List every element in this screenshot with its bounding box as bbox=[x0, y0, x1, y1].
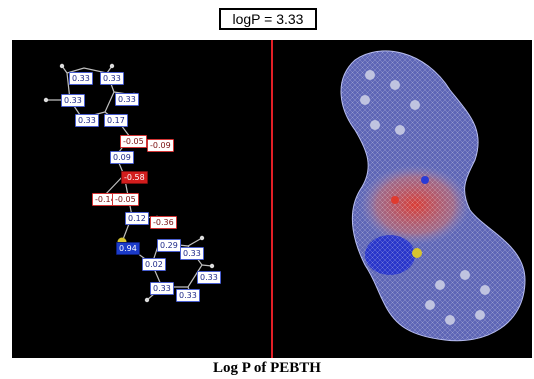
charge-label: -0.09 bbox=[147, 139, 174, 152]
charge-label: 0.33 bbox=[150, 282, 174, 295]
charge-label: 0.12 bbox=[125, 212, 149, 225]
charge-label: 0.33 bbox=[75, 114, 99, 127]
logp-value-box: logP = 3.33 bbox=[219, 8, 317, 30]
charge-label: 0.33 bbox=[61, 94, 85, 107]
charge-label: 0.02 bbox=[142, 258, 166, 271]
charge-label: 0.17 bbox=[104, 114, 128, 127]
charge-label: 0.33 bbox=[115, 93, 139, 106]
charge-label: 0.29 bbox=[157, 239, 181, 252]
charge-label: 0.33 bbox=[197, 271, 221, 284]
charge-label: 0.33 bbox=[100, 72, 124, 85]
charge-label: -0.36 bbox=[150, 216, 177, 229]
charge-structure-diagram bbox=[43, 63, 215, 303]
charge-label: -0.05 bbox=[112, 193, 139, 206]
charge-label: 0.09 bbox=[110, 151, 134, 164]
charge-label: 0.33 bbox=[69, 72, 93, 85]
electrostatic-surface-mesh bbox=[340, 50, 526, 342]
figure-caption: Log P of PEBTH bbox=[213, 360, 321, 376]
charge-label: 0.33 bbox=[180, 247, 204, 260]
charge-label: -0.58 bbox=[121, 171, 148, 184]
charge-label: 0.94 bbox=[116, 242, 140, 255]
charge-label: 0.33 bbox=[176, 289, 200, 302]
logp-value-label: logP = 3.33 bbox=[232, 11, 304, 27]
charge-label: -0.05 bbox=[120, 135, 147, 148]
panel-divider bbox=[271, 40, 273, 358]
